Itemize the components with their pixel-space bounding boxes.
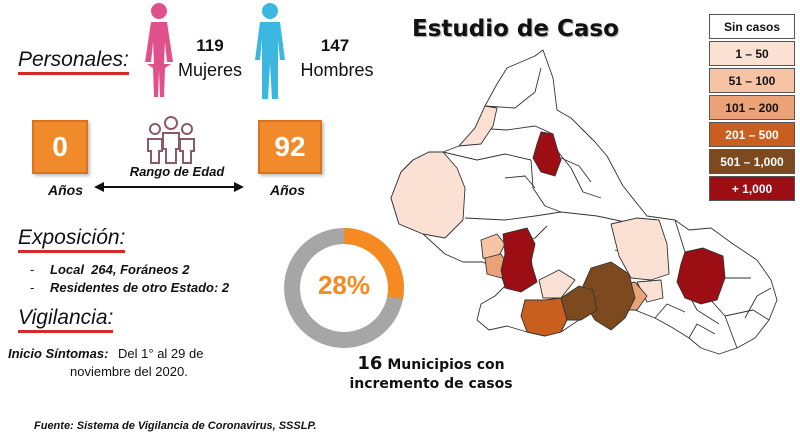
inicio-text-2: noviembre del 2020. (70, 364, 188, 379)
municipios-text-1: Municipios con (387, 357, 505, 373)
percent-donut (284, 228, 404, 348)
vigilancia-underline (18, 330, 114, 333)
legend-item-mas-1000: + 1,000 (709, 176, 795, 201)
exposicion-item: - Local 264, Foráneos 2 (30, 262, 190, 277)
legend-item-201-500: 201 – 500 (709, 122, 795, 147)
municipio-1-50 (610, 217, 670, 281)
inicio-sintomas: Inicio Síntomas: Del 1° al 29 de (8, 346, 203, 361)
municipio-mas-1000 (676, 247, 726, 305)
exposicion-item: - Residentes de otro Estado: 2 (30, 280, 230, 295)
municipio-mas-1000 (532, 131, 562, 177)
age-range-label: Rango de Edad (129, 164, 225, 179)
municipios-caption: 16 Municipios con incremento de casos (346, 354, 516, 394)
min-age-box: 0 (32, 120, 88, 174)
personales-label: Personales: (18, 48, 129, 71)
municipio-1-50 (538, 269, 576, 299)
municipio-501-1000 (560, 285, 598, 321)
municipios-count: 16 (357, 353, 383, 374)
percent-text: 28% (317, 270, 371, 300)
vigilancia-heading: Vigilancia: (18, 306, 114, 333)
personales-heading: Personales: (18, 48, 129, 75)
exposicion-local: Local 264, Foráneos 2 (50, 262, 190, 277)
personales-underline (18, 72, 129, 75)
max-age-box: 92 (258, 120, 322, 174)
hombres-count: 147 (320, 36, 350, 55)
legend-item-101-200: 101 – 200 (709, 95, 795, 120)
max-age-unit: Años (270, 182, 305, 198)
mujeres-label: Mujeres (177, 60, 243, 80)
legend-item-1-50: 1 – 50 (709, 41, 795, 66)
municipio-mas-1000 (500, 227, 538, 293)
municipio-51-100 (480, 233, 506, 261)
min-age-unit: Años (48, 182, 83, 198)
inicio-text-1: Del 1° al 29 de (118, 346, 204, 361)
state-map (390, 49, 778, 355)
legend-item-51-100: 51 – 100 (709, 68, 795, 93)
municipios-text-2: incremento de casos (349, 376, 513, 392)
source-note: Fuente: Sistema de Vigilancia de Coronav… (34, 420, 317, 432)
exposicion-heading: Exposición: (18, 226, 126, 253)
people-group-icon (147, 116, 195, 164)
exposicion-underline (18, 250, 126, 253)
inicio-label: Inicio Síntomas: (8, 346, 109, 361)
municipio-1-50 (458, 105, 498, 147)
legend-item-501-1000: 501 – 1,000 (709, 149, 795, 174)
vigilancia-label: Vigilancia: (18, 306, 114, 329)
legend-item-sin-casos: Sin casos (709, 14, 795, 39)
municipio-201-500 (520, 297, 568, 337)
map-title: Estudio de Caso (412, 16, 619, 42)
exposicion-label: Exposición: (18, 226, 126, 249)
female-icon (145, 3, 173, 97)
hombres-label: Hombres (300, 60, 374, 80)
municipio-1-50 (390, 151, 466, 239)
donut-filled-arc (284, 228, 404, 348)
male-icon (255, 3, 285, 99)
exposicion-residentes: Residentes de otro Estado: 2 (50, 280, 230, 295)
age-range-arrow (94, 182, 244, 192)
mujeres-count: 119 (196, 36, 224, 55)
